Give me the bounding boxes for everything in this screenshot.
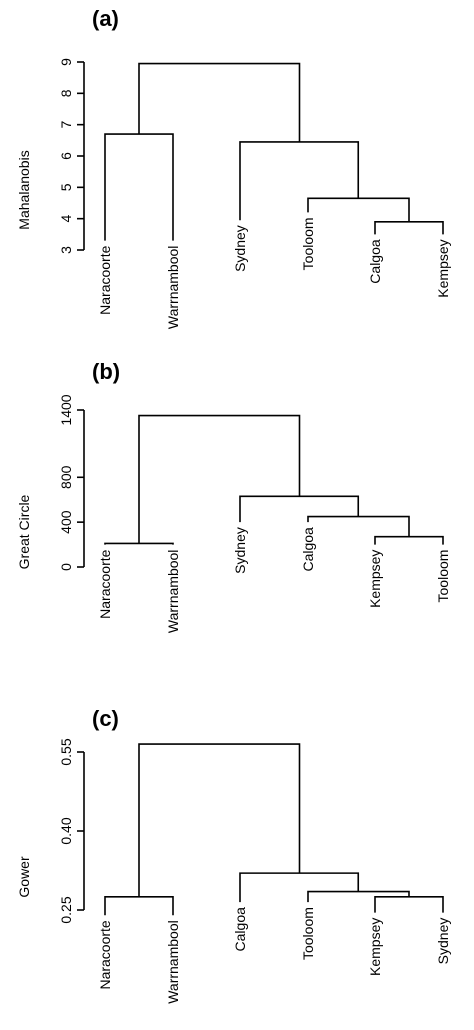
dendrogram-link (374, 896, 444, 913)
y-tick-label: 800 (58, 465, 74, 489)
leaf-label: Warrnambool (165, 246, 181, 330)
y-tick-label: 5 (58, 183, 74, 191)
dendrogram-link (104, 896, 174, 916)
leaf-label: Tooloom (300, 217, 316, 270)
leaf-label: Naracoorte (97, 245, 113, 314)
y-axis-title: Gower (16, 856, 32, 898)
y-tick-label: 3 (58, 246, 74, 254)
dendrogram-link (239, 872, 360, 903)
y-tick-label: 7 (58, 121, 74, 129)
y-tick-label: 9 (58, 58, 74, 66)
leaf-label: Tooloom (300, 907, 316, 960)
y-tick-label: 0 (58, 563, 74, 571)
dendrogram-link (239, 495, 360, 523)
y-tick-label: 1400 (58, 394, 74, 425)
leaf-label: Kempsey (435, 239, 451, 297)
y-axis-title: Great Circle (16, 494, 32, 569)
dendrogram-link (307, 197, 410, 222)
y-tick-label: 0.55 (58, 738, 74, 765)
leaf-label: Kempsey (367, 550, 383, 608)
leaf-label: Sydney (232, 527, 248, 574)
y-axis-title: Mahalanobis (16, 150, 32, 229)
panel-c: (c) Gower 0.25 0.40 0.55 Naracoorte Warrnamb… (16, 706, 451, 1004)
y-tick-label: 4 (58, 215, 74, 223)
dendrogram-link (374, 535, 444, 545)
leaf-label: Sydney (232, 225, 248, 272)
panel-label: (a) (92, 6, 119, 31)
panel-a: (a) Mahalanobis 3 4 5 6 7 8 9 Naracoorte Warrnam… (16, 6, 451, 329)
leaf-label: Tooloom (435, 550, 451, 603)
y-tick-label: 8 (58, 89, 74, 97)
panel-label: (c) (92, 706, 119, 731)
panel-label: (b) (92, 359, 120, 384)
leaf-label: Naracoorte (97, 920, 113, 989)
dendrogram-link (138, 743, 301, 897)
dendrogram-link (374, 221, 444, 235)
leaf-label: Calgoa (232, 907, 248, 952)
y-tick-label: 6 (58, 152, 74, 160)
leaf-label: Naracoorte (97, 549, 113, 618)
y-tick-label: 0.25 (58, 896, 74, 923)
dendrogram-link (138, 62, 301, 142)
dendrogram-link (307, 515, 410, 537)
leaf-label: Calgoa (367, 239, 383, 284)
leaf-label: Warrnambool (165, 920, 181, 1004)
y-tick-label: 400 (58, 510, 74, 534)
leaf-label: Calgoa (300, 527, 316, 572)
y-tick-label: 0.40 (58, 817, 74, 844)
dendrogram-link (104, 133, 174, 241)
dendrogram-link (104, 542, 174, 545)
dendrogram-link (239, 141, 360, 221)
leaf-label: Sydney (435, 918, 451, 965)
leaf-label: Warrnambool (165, 550, 181, 634)
leaf-label: Kempsey (367, 918, 383, 976)
panel-b: (b) Great Circle 0 400 800 1400 Naracoorte Wa… (16, 359, 451, 633)
dendrogram-link (138, 414, 301, 544)
